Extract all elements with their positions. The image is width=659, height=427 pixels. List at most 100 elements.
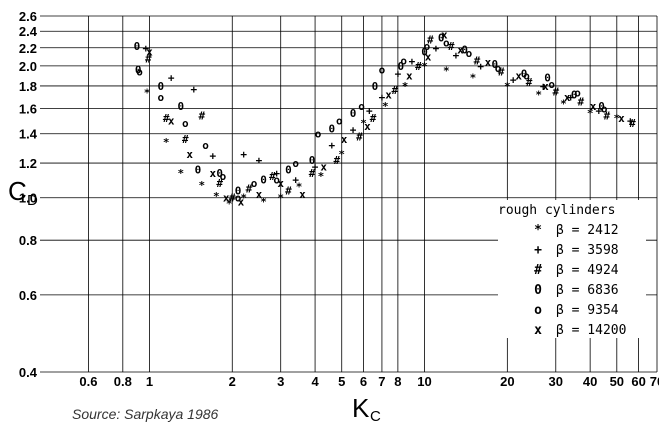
data-point: *: [338, 148, 345, 161]
data-point: #: [356, 130, 363, 143]
data-point: *: [587, 107, 594, 120]
data-point: 0: [177, 100, 184, 113]
y-tick-label: 0.8: [19, 233, 37, 248]
data-point: 0: [398, 60, 405, 73]
data-point: #: [216, 177, 223, 190]
data-point: #: [285, 184, 292, 197]
data-point: o: [358, 100, 365, 113]
x-tick-label: 1: [146, 374, 153, 389]
data-point: #: [415, 60, 422, 73]
y-axis-label: C: [8, 176, 27, 206]
legend-items: * β = 2412 + β = 3598 # β = 4924 0 β = 6836 o β =…: [534, 223, 626, 338]
data-point: x: [364, 120, 371, 133]
y-tick-label: 2.6: [19, 9, 37, 24]
data-point: +: [540, 80, 547, 93]
data-point: +: [191, 83, 198, 96]
data-point: +: [433, 42, 440, 55]
data-point: x: [341, 133, 348, 146]
data-point: o: [136, 66, 143, 79]
data-point: *: [226, 198, 233, 211]
x-axis-title: K C: [352, 393, 381, 425]
data-point: #: [229, 192, 236, 205]
data-point: 0: [309, 154, 316, 167]
data-point: *: [144, 86, 151, 99]
x-tick-label: 0.6: [79, 374, 97, 389]
data-point: *: [296, 181, 303, 194]
y-tick-label: 1.6: [19, 101, 37, 116]
data-point: x: [385, 89, 392, 102]
legend-symbol: +: [534, 243, 542, 258]
data-point: #: [199, 110, 206, 123]
data-point: +: [350, 124, 357, 137]
data-point: x: [277, 177, 284, 190]
y-tick-label: 0.6: [19, 288, 37, 303]
data-point: 0: [571, 89, 578, 102]
data-point: 0: [158, 80, 165, 93]
x-tick-label: 2: [229, 374, 236, 389]
data-point: #: [448, 40, 455, 53]
data-point: +: [627, 115, 634, 128]
data-point: +: [328, 139, 335, 152]
y-tick-label: 0.4: [19, 365, 38, 380]
legend-symbol: x: [534, 323, 542, 338]
data-point: o: [182, 117, 189, 130]
y-tick-label: 1.4: [19, 127, 38, 142]
x-tick-label: 5: [338, 374, 345, 389]
data-point: *: [277, 192, 284, 205]
data-point: +: [379, 91, 386, 104]
y-axis-label-subscript: D: [27, 192, 38, 209]
data-point: +: [210, 149, 217, 162]
data-point: *: [421, 60, 428, 73]
data-point: #: [145, 52, 152, 65]
data-point: 0: [216, 167, 223, 180]
y-tick-label: 1.8: [19, 79, 37, 94]
data-point: *: [382, 100, 389, 113]
data-point: *: [535, 89, 542, 102]
data-point: +: [595, 105, 602, 118]
data-point: *: [199, 179, 206, 192]
x-tick-label: 0.8: [114, 374, 132, 389]
data-point: o: [235, 192, 242, 205]
data-point: #: [334, 154, 341, 167]
x-tick-label: 60: [631, 374, 645, 389]
data-point: #: [552, 85, 559, 98]
data-point: 0: [521, 68, 528, 81]
data-point: x: [425, 51, 432, 64]
data-point: +: [395, 68, 402, 81]
data-point: #: [498, 66, 505, 79]
data-point: *: [177, 167, 184, 180]
data-point: #: [163, 112, 170, 125]
x-tick-label: 30: [549, 374, 563, 389]
y-tick-label: 2.2: [19, 41, 37, 56]
data-point: +: [510, 74, 517, 87]
legend-symbol: #: [534, 263, 542, 278]
data-point: *: [470, 72, 477, 85]
data-point: +: [453, 49, 460, 62]
data-point: o: [336, 115, 343, 128]
legend-label: β = 3598: [556, 243, 619, 258]
data-point: *: [504, 80, 511, 93]
data-point: *: [613, 112, 620, 125]
data-point: *: [260, 196, 267, 209]
source-annotation: Source: Sarpkaya 1986: [72, 406, 219, 422]
x-axis-label: K: [352, 393, 370, 423]
data-point: o: [251, 177, 258, 190]
data-point: o: [273, 174, 280, 187]
data-point: #: [392, 84, 399, 97]
data-point: x: [223, 192, 230, 205]
data-point: x: [320, 160, 327, 173]
data-point: x: [146, 45, 153, 58]
data-point: x: [485, 56, 492, 69]
data-point: o: [158, 91, 165, 104]
data-point: *: [213, 190, 220, 203]
y-tick-labels: 0.4 0.6 0.8 1.0 1.2 1.4 1.6 1.8 2.0 2.2 2.42.6: [19, 9, 38, 380]
legend-background: [498, 200, 646, 338]
x-tick-label: 4: [311, 374, 319, 389]
data-point: x: [564, 91, 571, 104]
data-point: +: [273, 167, 280, 180]
data-point: o: [292, 157, 299, 170]
legend-label: β = 4924: [556, 263, 619, 278]
data-point: #: [427, 33, 434, 46]
data-point: o: [400, 54, 407, 67]
data-point: 0: [544, 72, 551, 85]
